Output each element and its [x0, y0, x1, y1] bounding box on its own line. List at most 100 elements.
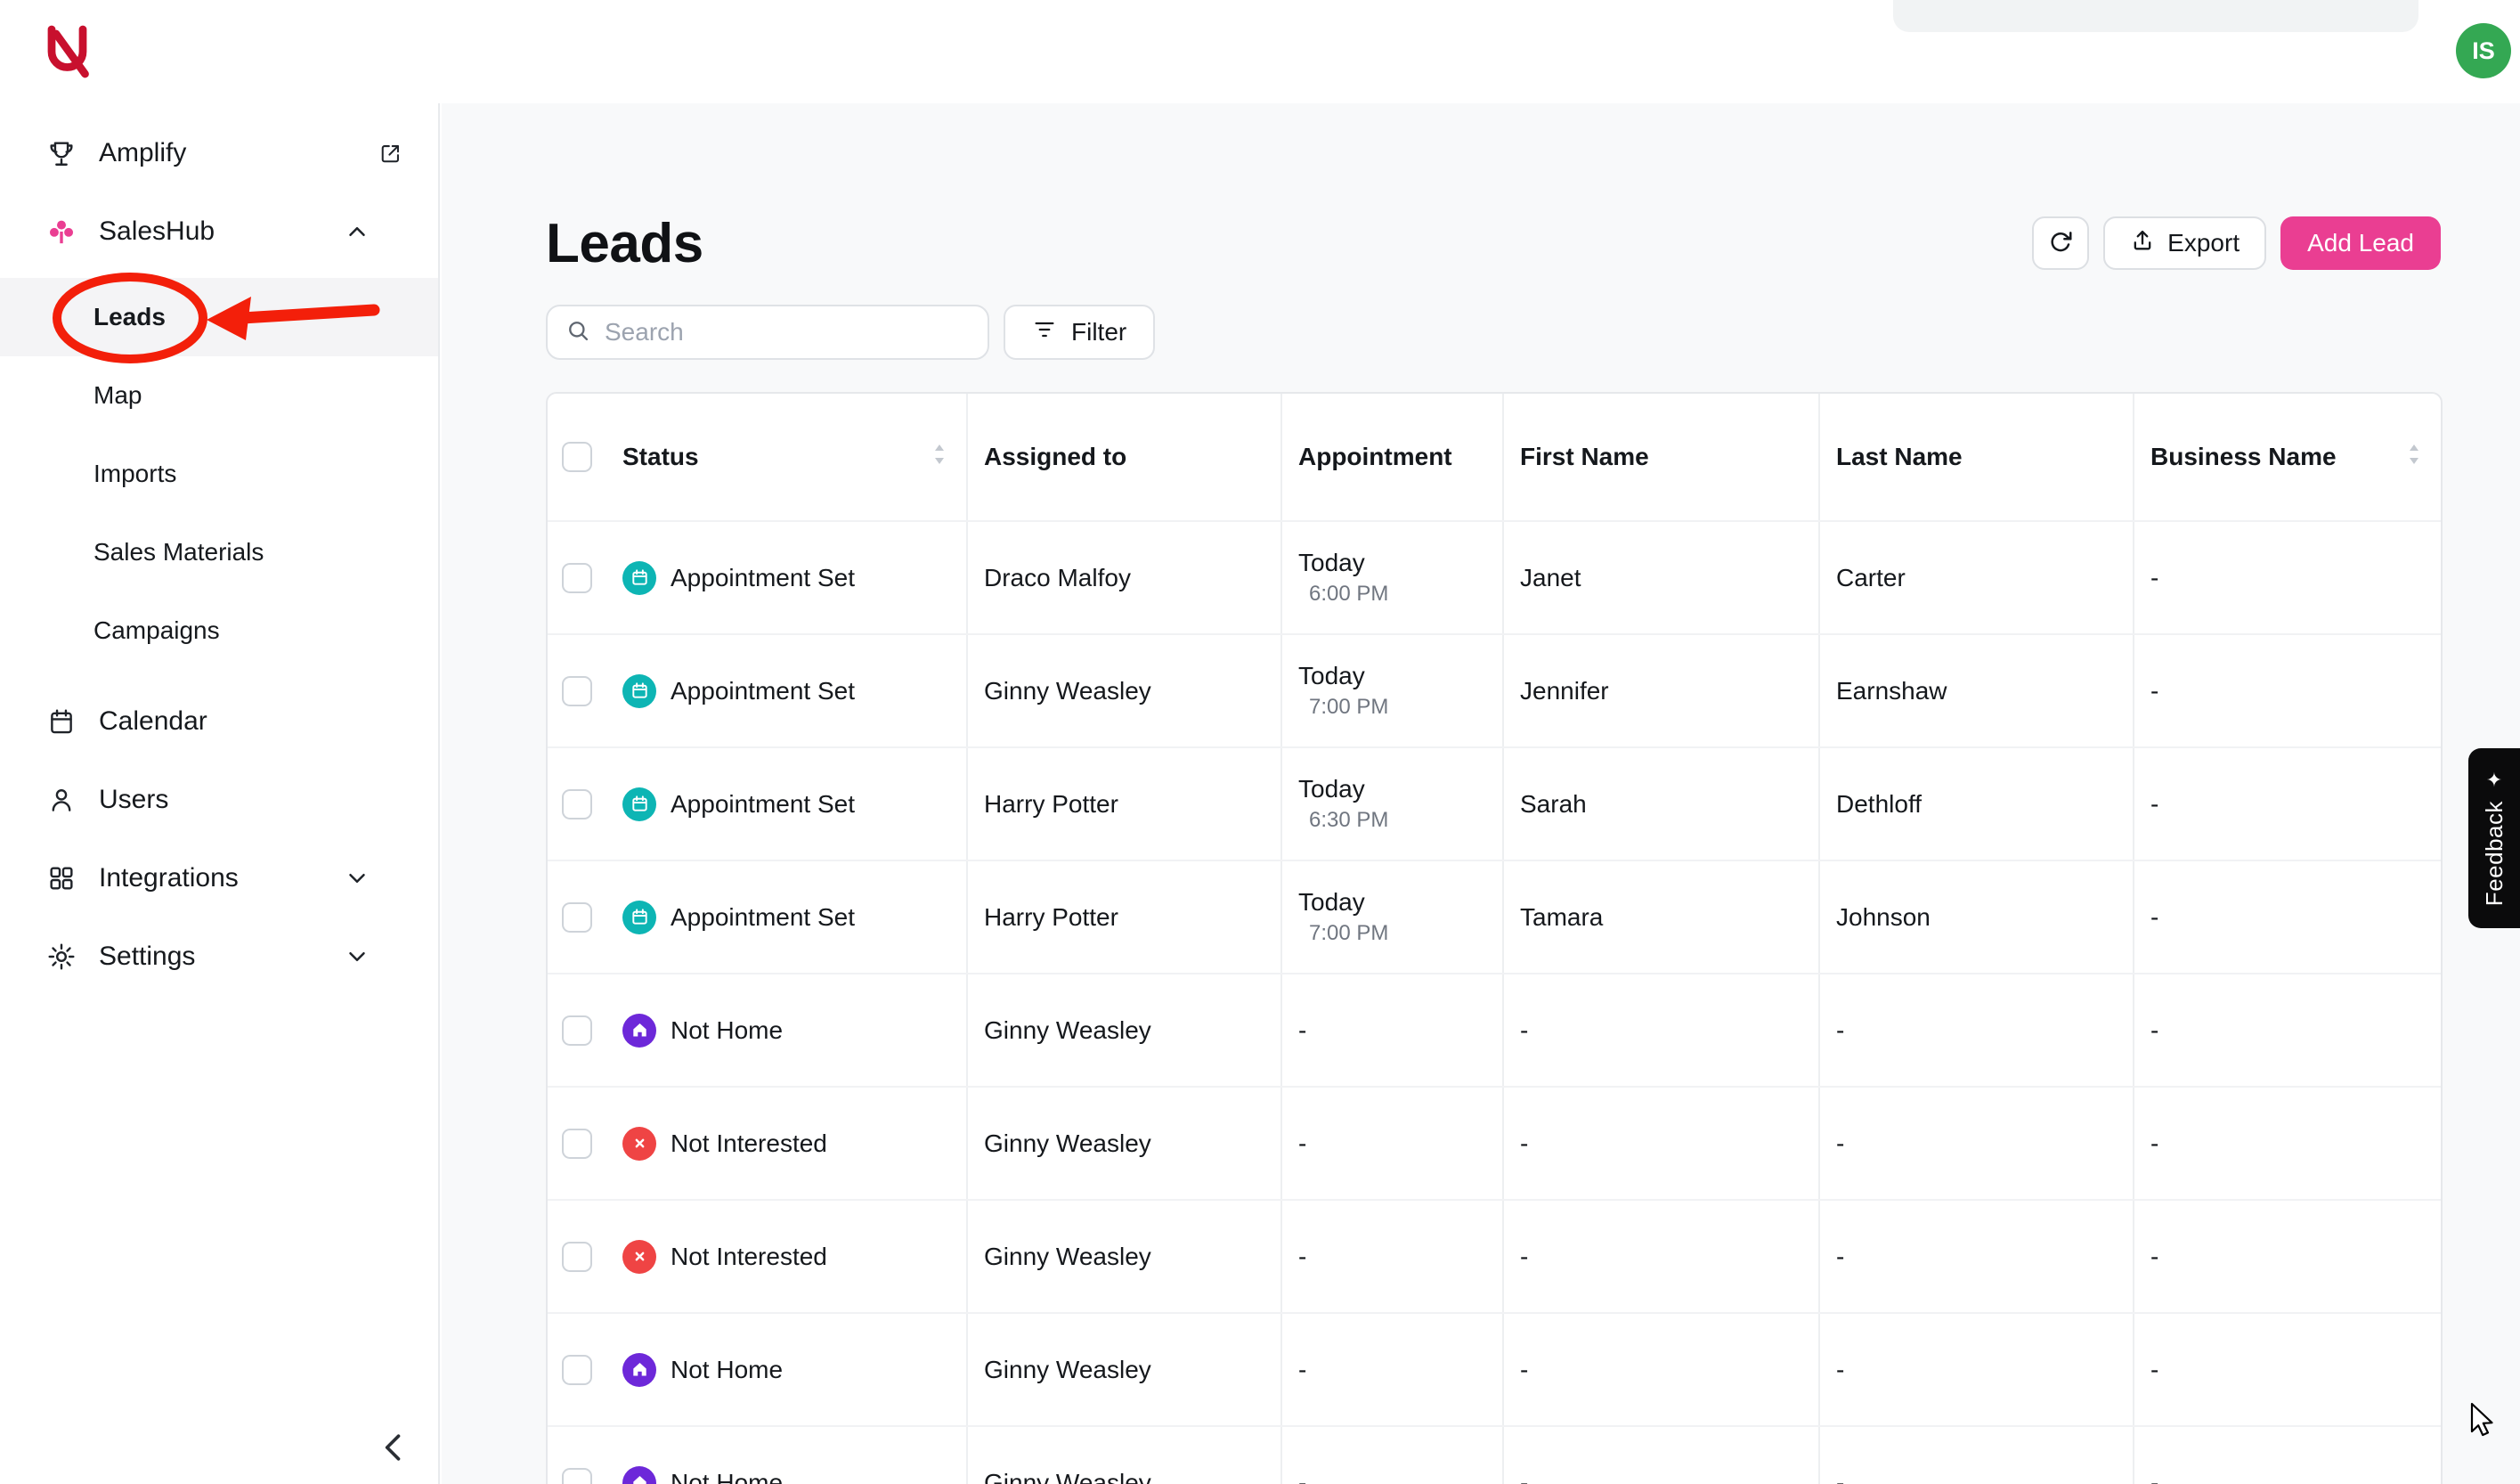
last-name-value: - [1836, 1129, 1845, 1157]
assigned-to-cell: Ginny Weasley [966, 1314, 1280, 1425]
table-row[interactable]: Not Interested Ginny Weasley - - - - [548, 1199, 2441, 1312]
sidebar-collapse-button[interactable] [370, 1425, 417, 1472]
topbar-pill [1893, 0, 2418, 32]
table-row[interactable]: Appointment Set Ginny Weasley Today 7:00… [548, 633, 2441, 746]
first-name-value: - [1520, 1355, 1529, 1383]
x-status-icon [635, 1138, 644, 1148]
filter-label: Filter [1071, 318, 1127, 346]
status-cell: Not Home [606, 974, 966, 1086]
assigned-to-cell: Draco Malfoy [966, 522, 1280, 633]
table-row[interactable]: Appointment Set Harry Potter Today 6:30 … [548, 746, 2441, 860]
assigned-to-value: Harry Potter [984, 902, 1118, 931]
row-checkbox[interactable] [562, 1467, 592, 1484]
sidebar-item-integrations[interactable]: Integrations [0, 839, 438, 917]
appointment-cell: - [1280, 1427, 1502, 1484]
upload-icon [2130, 228, 2155, 259]
column-header-business-name[interactable]: Business Name [2133, 394, 2441, 520]
column-header-first-name[interactable]: First Name [1502, 394, 1818, 520]
sidebar-item-amplify[interactable]: Amplify [0, 114, 438, 192]
business-name-cell: - [2133, 1427, 2441, 1484]
first-name-cell: - [1502, 1314, 1818, 1425]
sidebar-item-leads[interactable]: Leads [0, 278, 438, 356]
select-all-checkbox[interactable] [562, 442, 592, 472]
sidebar-item-map[interactable]: Map [0, 356, 438, 435]
assigned-to-cell: Ginny Weasley [966, 1088, 1280, 1199]
add-lead-button[interactable]: Add Lead [2280, 216, 2441, 270]
table-row[interactable]: Appointment Set Harry Potter Today 7:00 … [548, 860, 2441, 973]
sidebar-subitem-label: Leads [93, 303, 166, 330]
sidebar-item-imports[interactable]: Imports [0, 435, 438, 513]
brand-logo-icon[interactable] [43, 21, 96, 82]
sidebar-subitem-label: Map [93, 381, 142, 409]
row-select-cell [548, 1427, 606, 1484]
sidebar-item-users[interactable]: Users [0, 761, 438, 839]
last-name-value: - [1836, 1242, 1845, 1270]
status-label: Appointment Set [671, 676, 856, 705]
assigned-to-value: Harry Potter [984, 789, 1118, 818]
trophy-icon [45, 137, 77, 169]
sidebar-subitem-label: Sales Materials [93, 538, 264, 566]
sort-icon [2405, 441, 2423, 474]
status-label: Not Interested [671, 1129, 827, 1157]
feedback-tab[interactable]: ✦ Feedback [2468, 748, 2520, 928]
row-checkbox[interactable] [562, 1128, 592, 1159]
column-header-appointment[interactable]: Appointment [1280, 394, 1502, 520]
row-checkbox[interactable] [562, 1241, 592, 1272]
first-name-value: Tamara [1520, 902, 1604, 931]
business-name-cell: - [2133, 1201, 2441, 1312]
sidebar-item-sales-materials[interactable]: Sales Materials [0, 513, 438, 591]
appointment-time: 6:30 PM [1309, 808, 1389, 832]
leads-table: Status Assigned to Appointment First Nam… [546, 392, 2443, 1484]
assigned-to-cell: Harry Potter [966, 861, 1280, 973]
column-header-last-name[interactable]: Last Name [1818, 394, 2133, 520]
column-header-assigned-to[interactable]: Assigned to [966, 394, 1280, 520]
export-label: Export [2167, 229, 2240, 257]
business-name-value: - [2150, 902, 2159, 931]
first-name-cell: Jennifer [1502, 635, 1818, 746]
export-button[interactable]: Export [2103, 216, 2267, 270]
business-name-value: - [2150, 789, 2159, 818]
status-cell: Not Interested [606, 1201, 966, 1312]
sidebar-item-calendar[interactable]: Calendar [0, 682, 438, 761]
assigned-to-value: Ginny Weasley [984, 1015, 1151, 1044]
row-checkbox[interactable] [562, 1354, 592, 1385]
sidebar-item-settings[interactable]: Settings [0, 917, 438, 996]
page-head: Leads Export [546, 213, 2441, 274]
row-checkbox[interactable] [562, 675, 592, 706]
assigned-to-value: Ginny Weasley [984, 1242, 1151, 1270]
last-name-cell: Johnson [1818, 861, 2133, 973]
row-checkbox[interactable] [562, 788, 592, 819]
row-checkbox[interactable] [562, 901, 592, 933]
last-name-value: - [1836, 1355, 1845, 1383]
chevron-down-icon [344, 943, 370, 970]
row-select-cell [548, 861, 606, 973]
table-row[interactable]: Not Interested Ginny Weasley - - - - [548, 1086, 2441, 1199]
search-input[interactable] [603, 317, 970, 347]
row-checkbox[interactable] [562, 1015, 592, 1046]
table-row[interactable]: Appointment Set Draco Malfoy Today 6:00 … [548, 520, 2441, 633]
row-checkbox[interactable] [562, 562, 592, 593]
add-lead-label: Add Lead [2307, 229, 2414, 257]
filter-icon [1032, 317, 1057, 348]
appointment-day: - [1298, 1355, 1307, 1383]
assigned-to-cell: Ginny Weasley [966, 635, 1280, 746]
table-body: Appointment Set Draco Malfoy Today 6:00 … [548, 520, 2441, 1484]
last-name-cell: Carter [1818, 522, 2133, 633]
sidebar-item-label: Amplify [99, 138, 187, 167]
table-row[interactable]: Not Home Ginny Weasley - - - - [548, 1312, 2441, 1425]
avatar[interactable]: IS [2456, 23, 2511, 78]
appointment-time: 7:00 PM [1309, 695, 1389, 719]
sidebar-item-campaigns[interactable]: Campaigns [0, 591, 438, 670]
topbar: IS [0, 0, 2520, 103]
sidebar-item-saleshub[interactable]: SalesHub [0, 192, 438, 271]
table-row[interactable]: Not Home Ginny Weasley - - - - [548, 973, 2441, 1086]
column-header-status[interactable]: Status [606, 394, 966, 520]
feedback-label: Feedback [2480, 800, 2508, 907]
last-name-cell: - [1818, 1201, 2133, 1312]
filter-button[interactable]: Filter [1004, 305, 1156, 360]
refresh-button[interactable] [2032, 216, 2090, 270]
table-row[interactable]: Not Home Ginny Weasley - - - - [548, 1425, 2441, 1484]
row-select-cell [548, 635, 606, 746]
status-icon [622, 560, 656, 595]
